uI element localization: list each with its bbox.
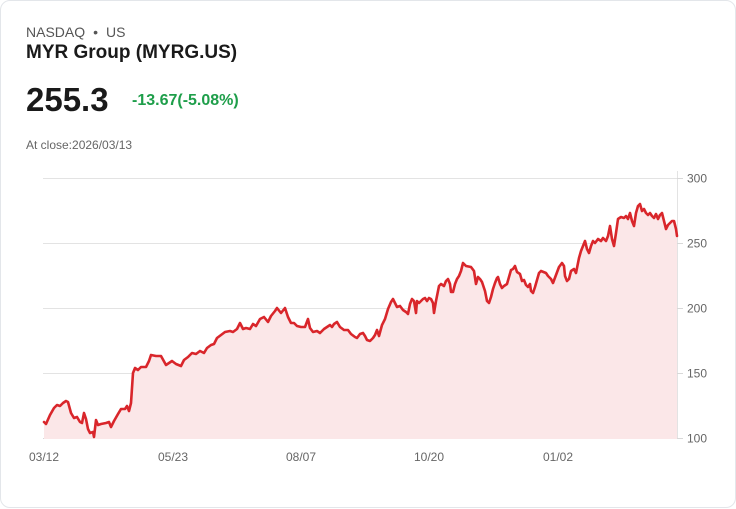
- close-date: At close:2026/03/13: [26, 138, 133, 152]
- x-tick-label: 05/23: [158, 450, 188, 464]
- price-change: -13.67(-5.08%): [132, 92, 239, 109]
- separator-dot: •: [93, 24, 99, 40]
- price-area-fill: [44, 204, 677, 439]
- x-tick-label: 03/12: [29, 450, 59, 464]
- exchange-name: NASDAQ: [26, 24, 86, 40]
- exchange-info: NASDAQ • US: [26, 24, 125, 40]
- x-tick-label: 10/20: [414, 450, 444, 464]
- y-tick-label: 150: [687, 367, 707, 381]
- x-tick-label: 01/02: [543, 450, 573, 464]
- y-tick-label: 300: [687, 172, 707, 186]
- current-price: 255.3: [26, 81, 109, 118]
- region: US: [106, 24, 126, 40]
- y-axis-labels: 300 250 200 150 100: [687, 172, 707, 446]
- price-line: [42, 202, 679, 439]
- y-tick-label: 200: [687, 302, 707, 316]
- y-tick-label: 100: [687, 432, 707, 446]
- stock-title: MYR Group (MYRG.US): [26, 42, 238, 63]
- y-tick-label: 250: [687, 237, 707, 251]
- x-tick-label: 08/07: [286, 450, 316, 464]
- x-axis-labels: 03/12 05/23 08/07 10/20 01/02: [29, 450, 573, 464]
